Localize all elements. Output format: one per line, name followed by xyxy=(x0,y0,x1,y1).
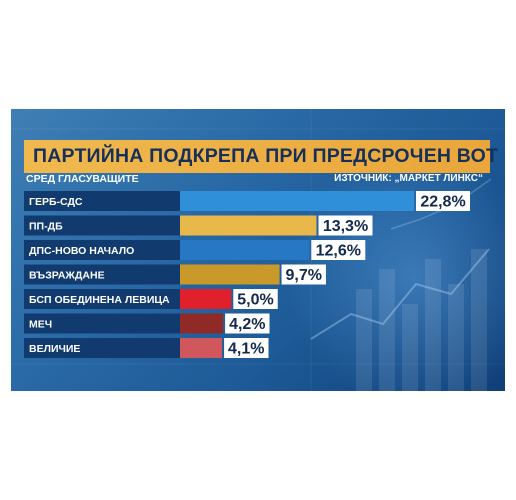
bar-row: ГЕРБ-СДС 22,8% xyxy=(24,191,470,211)
bar-chart: ГЕРБ-СДС 22,8% ПП-ДБ 13,3% ДПС-НОВО НАЧАЛО 12… xyxy=(24,191,470,358)
bar xyxy=(180,313,224,334)
chart-panel: ПАРТИЙНА ПОДКРЕПА ПРИ ПРЕДСРОЧЕН ВОТ СРЕ… xyxy=(11,109,505,391)
category-label-box xyxy=(24,289,180,309)
category-label-box xyxy=(24,215,180,236)
chart-source: ИЗТОЧНИК: „МАРКЕТ ЛИНКС“ xyxy=(334,173,483,184)
value-label: 9,7% xyxy=(286,267,322,284)
category-label: ДПС-НОВО НАЧАЛО xyxy=(29,245,134,257)
value-label-box xyxy=(318,215,373,236)
value-label: 13,3% xyxy=(323,218,368,235)
category-label: МЕЧ xyxy=(29,319,52,331)
value-label: 4,2% xyxy=(229,316,265,333)
bar-row: ПП-ДБ 13,3% xyxy=(24,215,373,236)
value-label-box xyxy=(233,289,278,309)
bar xyxy=(180,215,317,236)
bar xyxy=(180,264,280,285)
category-label: ГЕРБ-СДС xyxy=(29,196,83,208)
category-label: ВЕЛИЧИЕ xyxy=(29,343,80,355)
bar-row: БСП ОБЕДИНЕНА ЛЕВИЦА 5,0% xyxy=(24,289,278,309)
value-label: 12,6% xyxy=(316,243,361,260)
bar xyxy=(180,289,232,309)
category-label: БСП ОБЕДИНЕНА ЛЕВИЦА xyxy=(29,294,170,306)
category-label-box xyxy=(24,191,180,211)
bar xyxy=(180,240,310,260)
category-label-box xyxy=(24,313,180,334)
chart-title-bar: ПАРТИЙНА ПОДКРЕПА ПРИ ПРЕДСРОЧЕН ВОТ xyxy=(24,140,498,173)
value-label-box xyxy=(281,264,326,285)
chart-title: ПАРТИЙНА ПОДКРЕПА ПРИ ПРЕДСРОЧЕН ВОТ xyxy=(33,145,499,167)
value-label: 5,0% xyxy=(237,292,273,309)
value-label-box xyxy=(416,191,470,211)
category-label-box xyxy=(24,264,180,285)
category-label: ПП-ДБ xyxy=(29,221,63,233)
bar xyxy=(180,191,414,211)
value-label-box xyxy=(224,338,269,358)
value-label: 4,1% xyxy=(228,341,264,358)
value-label: 22,8% xyxy=(420,194,465,211)
chart-subtitle: СРЕД ГЛАСУВАЩИТЕ xyxy=(26,173,139,185)
category-label-box xyxy=(24,338,180,358)
bar xyxy=(180,338,223,358)
value-label-box xyxy=(311,240,366,260)
category-label: ВЪЗРАЖДАНЕ xyxy=(29,270,105,282)
bar-row: МЕЧ 4,2% xyxy=(24,313,270,334)
bar-row: ВЕЛИЧИЕ 4,1% xyxy=(24,338,269,358)
background-decoration xyxy=(11,109,505,391)
value-label-box xyxy=(225,313,270,334)
bar-row: ДПС-НОВО НАЧАЛО 12,6% xyxy=(24,240,366,260)
category-label-box xyxy=(24,240,180,260)
bar-row: ВЪЗРАЖДАНЕ 9,7% xyxy=(24,264,326,285)
